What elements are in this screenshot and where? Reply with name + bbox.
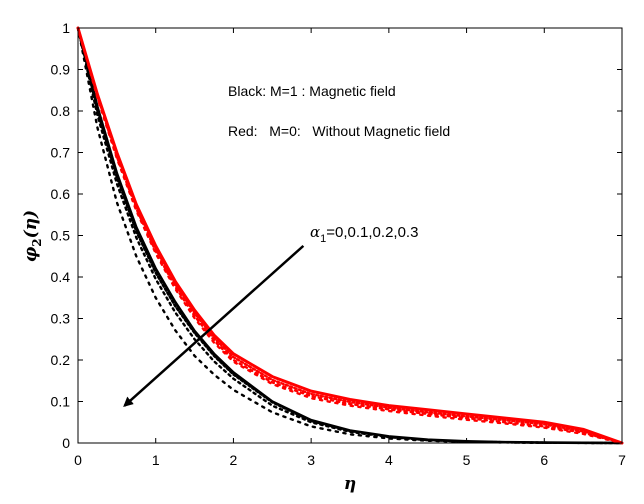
- y-axis-argument: (η): [21, 210, 41, 238]
- y-axis-title: φ2(η): [21, 210, 44, 262]
- x-tick-label: 1: [152, 452, 160, 468]
- series-black-alpha-0_3: [76, 26, 624, 445]
- y-tick-label: 0.7: [51, 145, 71, 161]
- series-red-alpha-0_2: [76, 26, 624, 445]
- y-tick-label: 0.2: [51, 352, 71, 368]
- alpha-annotation: α1=0,0.1,0.2,0.3: [310, 223, 418, 245]
- x-tick-label: 2: [230, 452, 238, 468]
- y-tick-label: 0.1: [51, 394, 71, 410]
- y-tick-label: 0.4: [51, 269, 71, 285]
- arrow-layer: [123, 244, 305, 407]
- y-tick-label: 0.6: [51, 186, 71, 202]
- note-red: Red: M=0: Without Magnetic field: [228, 123, 450, 139]
- x-tick-label: 4: [385, 452, 393, 468]
- y-axis-subscript: 2: [30, 238, 44, 246]
- plot-background: [78, 28, 622, 443]
- x-tick-label: 0: [74, 452, 82, 468]
- y-tick-label: 0.8: [51, 103, 71, 119]
- alpha-values: =0,0.1,0.2,0.3: [326, 224, 418, 241]
- alpha-subscript: 1: [320, 233, 326, 245]
- y-tick-label: 0: [62, 435, 70, 451]
- note-black: Black: M=1 : Magnetic field: [228, 83, 396, 99]
- y-axis-symbol: φ: [21, 246, 41, 262]
- x-axis-title: η: [344, 474, 356, 494]
- x-tick-label: 7: [618, 452, 626, 468]
- x-tick-label: 6: [540, 452, 548, 468]
- y-axis-ticks: 0 0.1 0.2 0.3 0.4 0.5 0.6 0.7 0.8 0.9 1: [51, 20, 622, 451]
- y-tick-label: 0.9: [51, 62, 71, 78]
- y-tick-label: 0.3: [51, 311, 71, 327]
- x-axis-ticks: 0 1 2 3 4 5 6 7: [74, 28, 626, 468]
- series-black-alpha-0_2: [76, 26, 624, 445]
- series-layer: [76, 26, 624, 445]
- y-tick-label: 0.5: [51, 228, 71, 244]
- series-red-alpha-0_3: [76, 26, 624, 445]
- alpha-symbol: α: [310, 223, 320, 241]
- y-tick-label: 1: [62, 20, 70, 36]
- alpha-arrow: [123, 244, 305, 407]
- x-tick-label: 3: [307, 452, 315, 468]
- x-tick-label: 5: [463, 452, 471, 468]
